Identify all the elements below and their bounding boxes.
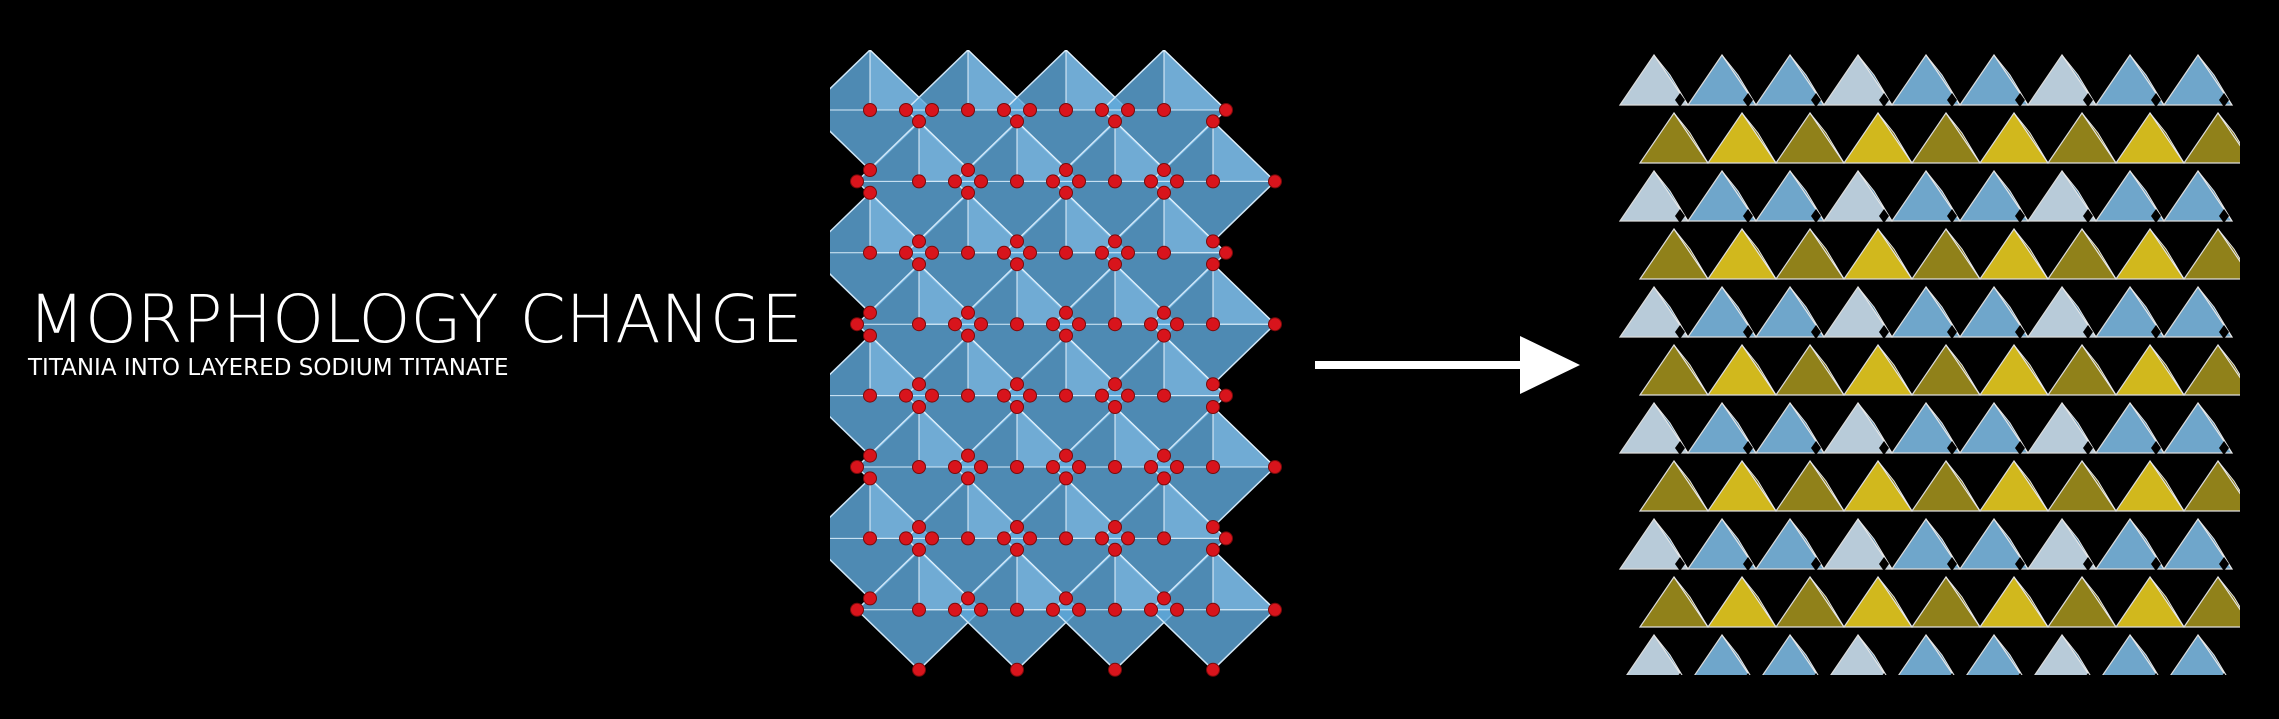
slide-title: MORPHOLOGY CHANGE bbox=[28, 281, 803, 358]
right-arrow-icon bbox=[1315, 336, 1580, 394]
titania-oxygen-atoms bbox=[850, 103, 1282, 677]
slide-subtitle: TITANIA INTO LAYERED SODIUM TITANATE bbox=[28, 355, 509, 381]
title-block: MORPHOLOGY CHANGE TITANIA INTO LAYERED S… bbox=[28, 281, 828, 382]
titania-crystal-structure-icon bbox=[830, 50, 1282, 677]
titania-polyhedra bbox=[830, 50, 1277, 671]
titanate-layers bbox=[1618, 53, 2240, 675]
layered-sodium-titanate-structure-icon bbox=[1618, 53, 2240, 675]
